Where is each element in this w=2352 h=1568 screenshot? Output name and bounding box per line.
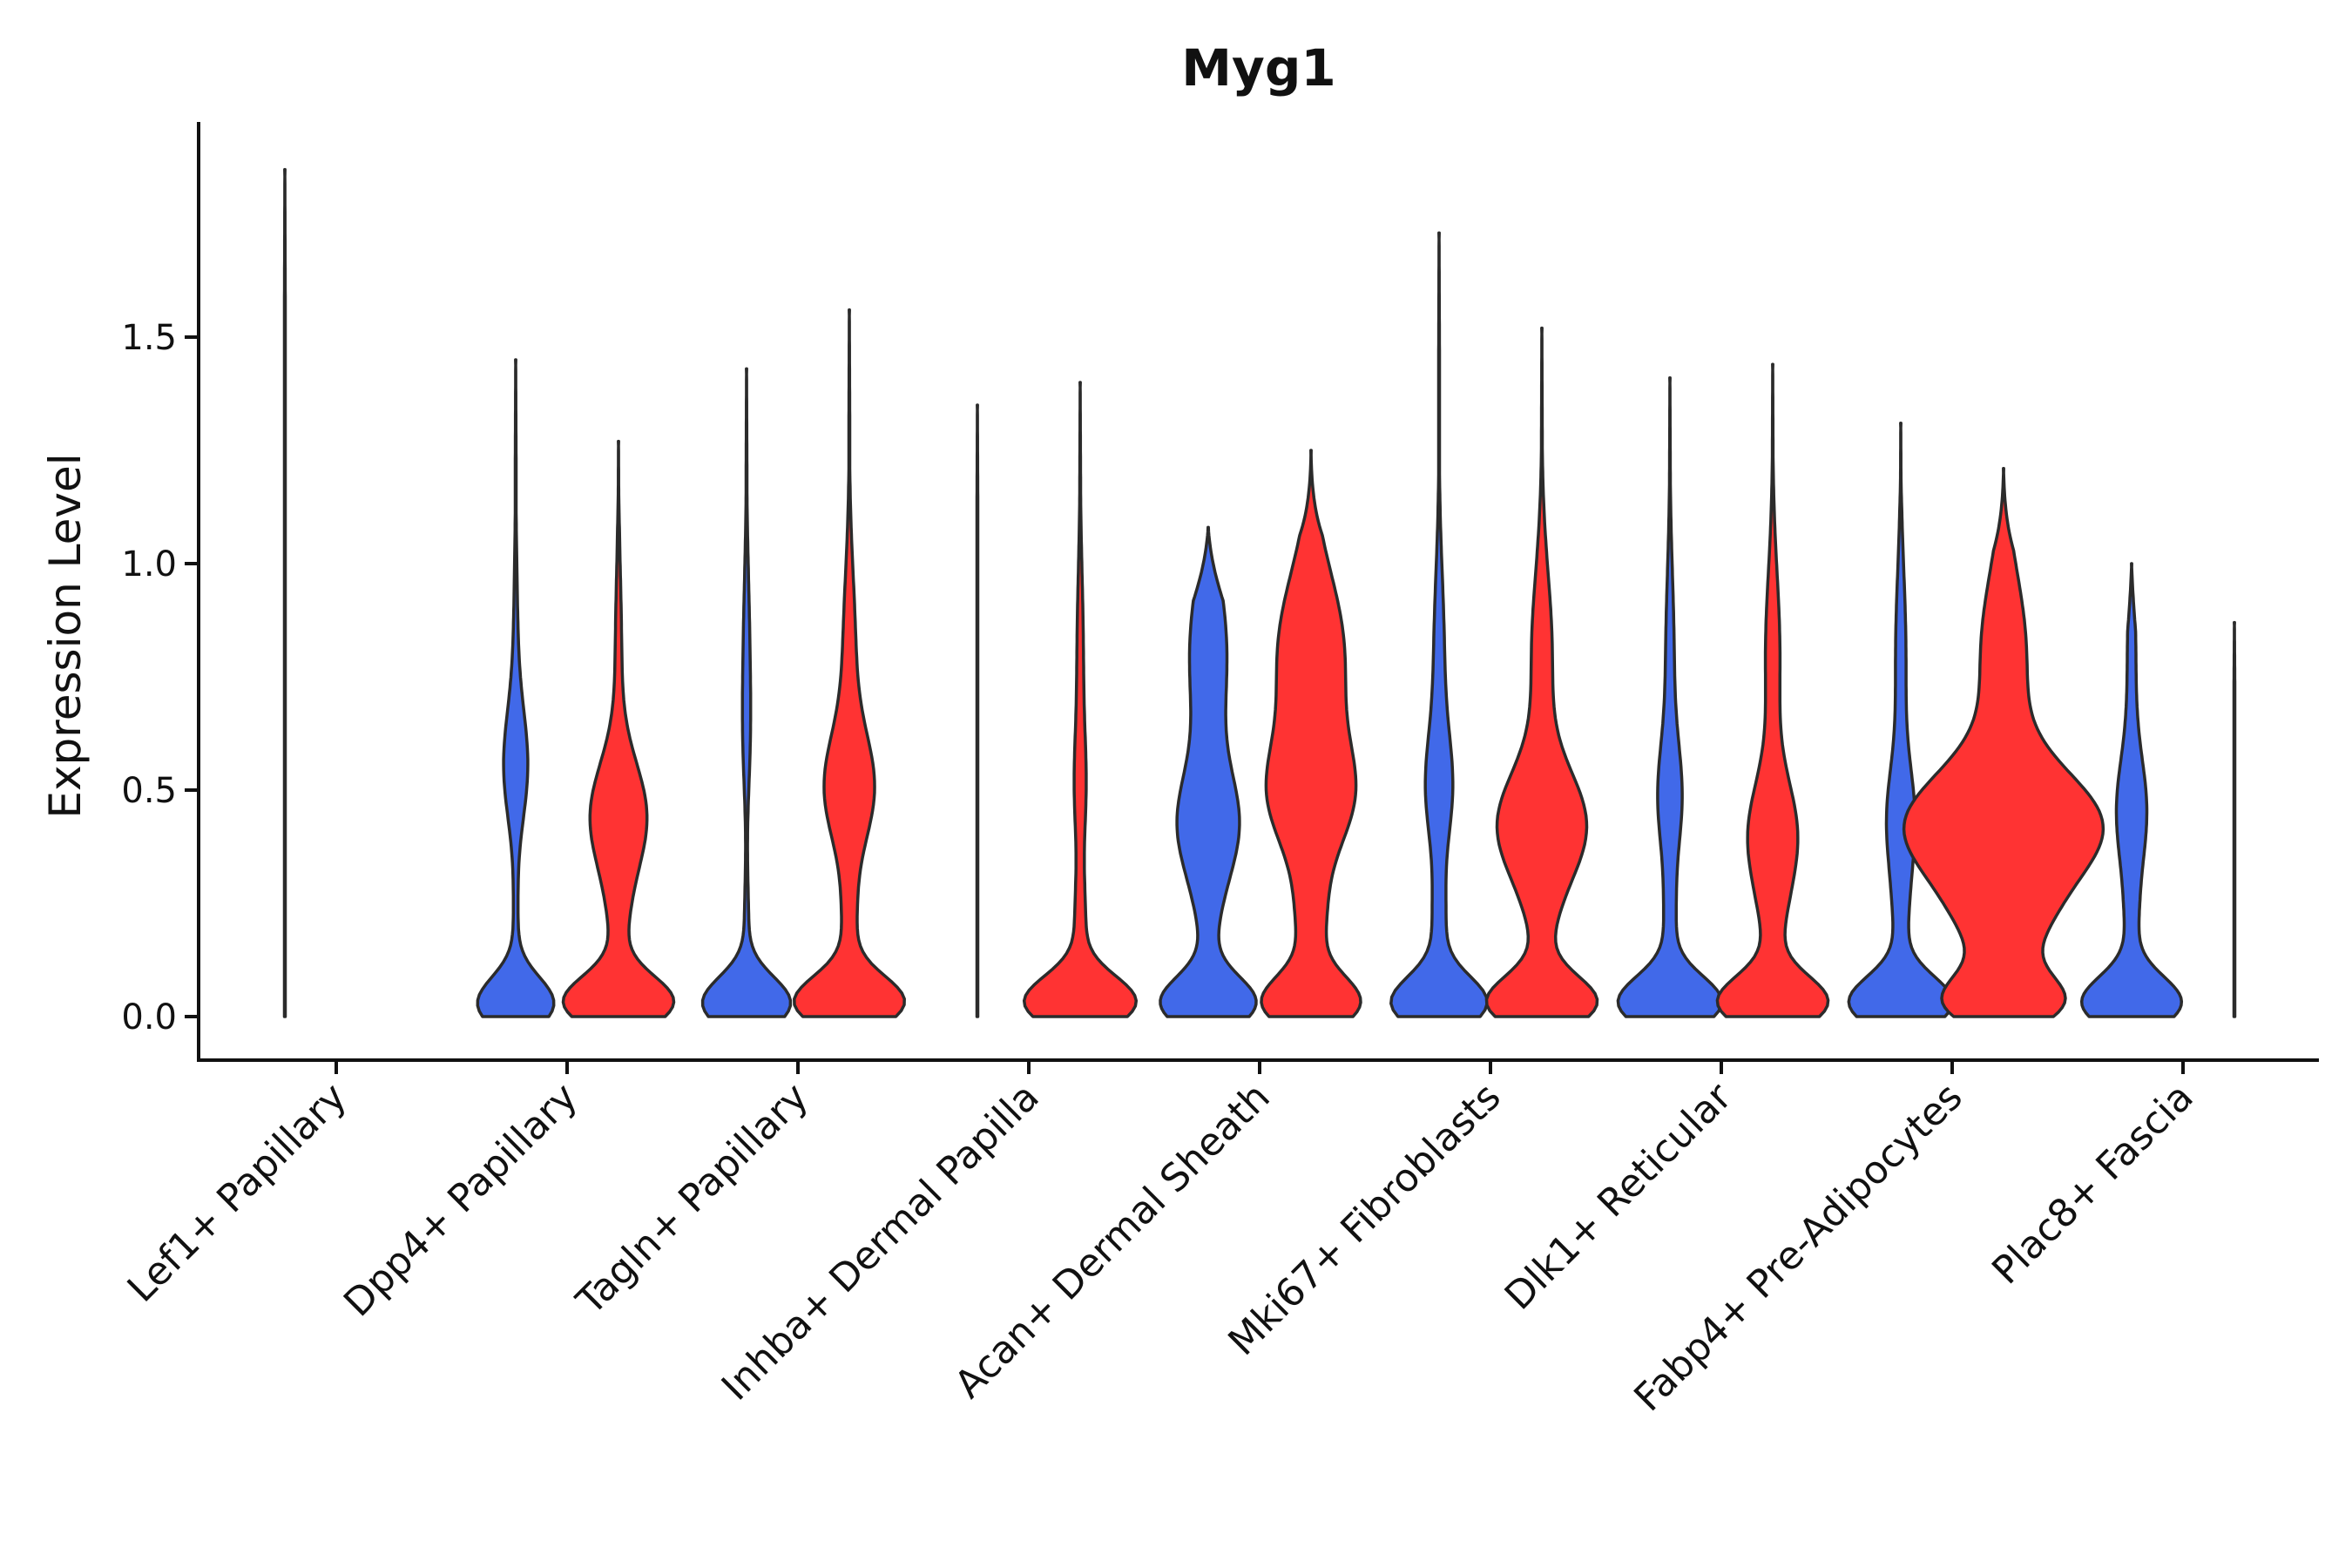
y-axis-label: Expression Level — [40, 453, 91, 818]
x-tick-label: Dlk1+ Reticular — [1497, 1074, 1741, 1319]
violin-red — [793, 308, 906, 1018]
y-tick-label: 1.0 — [121, 544, 177, 585]
x-tick-label: Lef1+ Papillary — [119, 1075, 355, 1311]
y-tick-label: 0.0 — [121, 997, 177, 1037]
y-tick-label: 1.5 — [121, 318, 177, 358]
violin-blue — [1616, 376, 1724, 1018]
violin-red — [561, 439, 676, 1018]
y-axis-ticks: 0.0 0.5 1.0 1.5 — [121, 318, 199, 1037]
x-tick-label: Plac8+ Fascia — [1984, 1075, 2202, 1294]
violin-blue — [476, 358, 556, 1018]
violin-red — [1260, 449, 1362, 1018]
violin-blue — [700, 367, 793, 1018]
y-tick-label: 0.5 — [121, 771, 177, 811]
violin-blue — [1159, 525, 1258, 1018]
violin-blue — [2079, 562, 2184, 1018]
violin-red — [1715, 362, 1830, 1018]
x-tick-label: Tagln+ Papillary — [568, 1075, 817, 1324]
violin-red — [1902, 467, 2105, 1018]
x-tick-label: Dpp4+ Papillary — [335, 1075, 586, 1326]
chart-title: Myg1 — [1181, 38, 1335, 98]
violin-blue — [975, 403, 980, 1018]
violin-blue — [282, 167, 287, 1018]
violin-blue — [1389, 231, 1489, 1018]
violin-red — [2232, 620, 2237, 1018]
violin-red — [1484, 326, 1599, 1018]
violin-group — [282, 167, 2237, 1018]
violin-blue — [1847, 422, 1955, 1018]
violin-red — [1022, 381, 1139, 1018]
